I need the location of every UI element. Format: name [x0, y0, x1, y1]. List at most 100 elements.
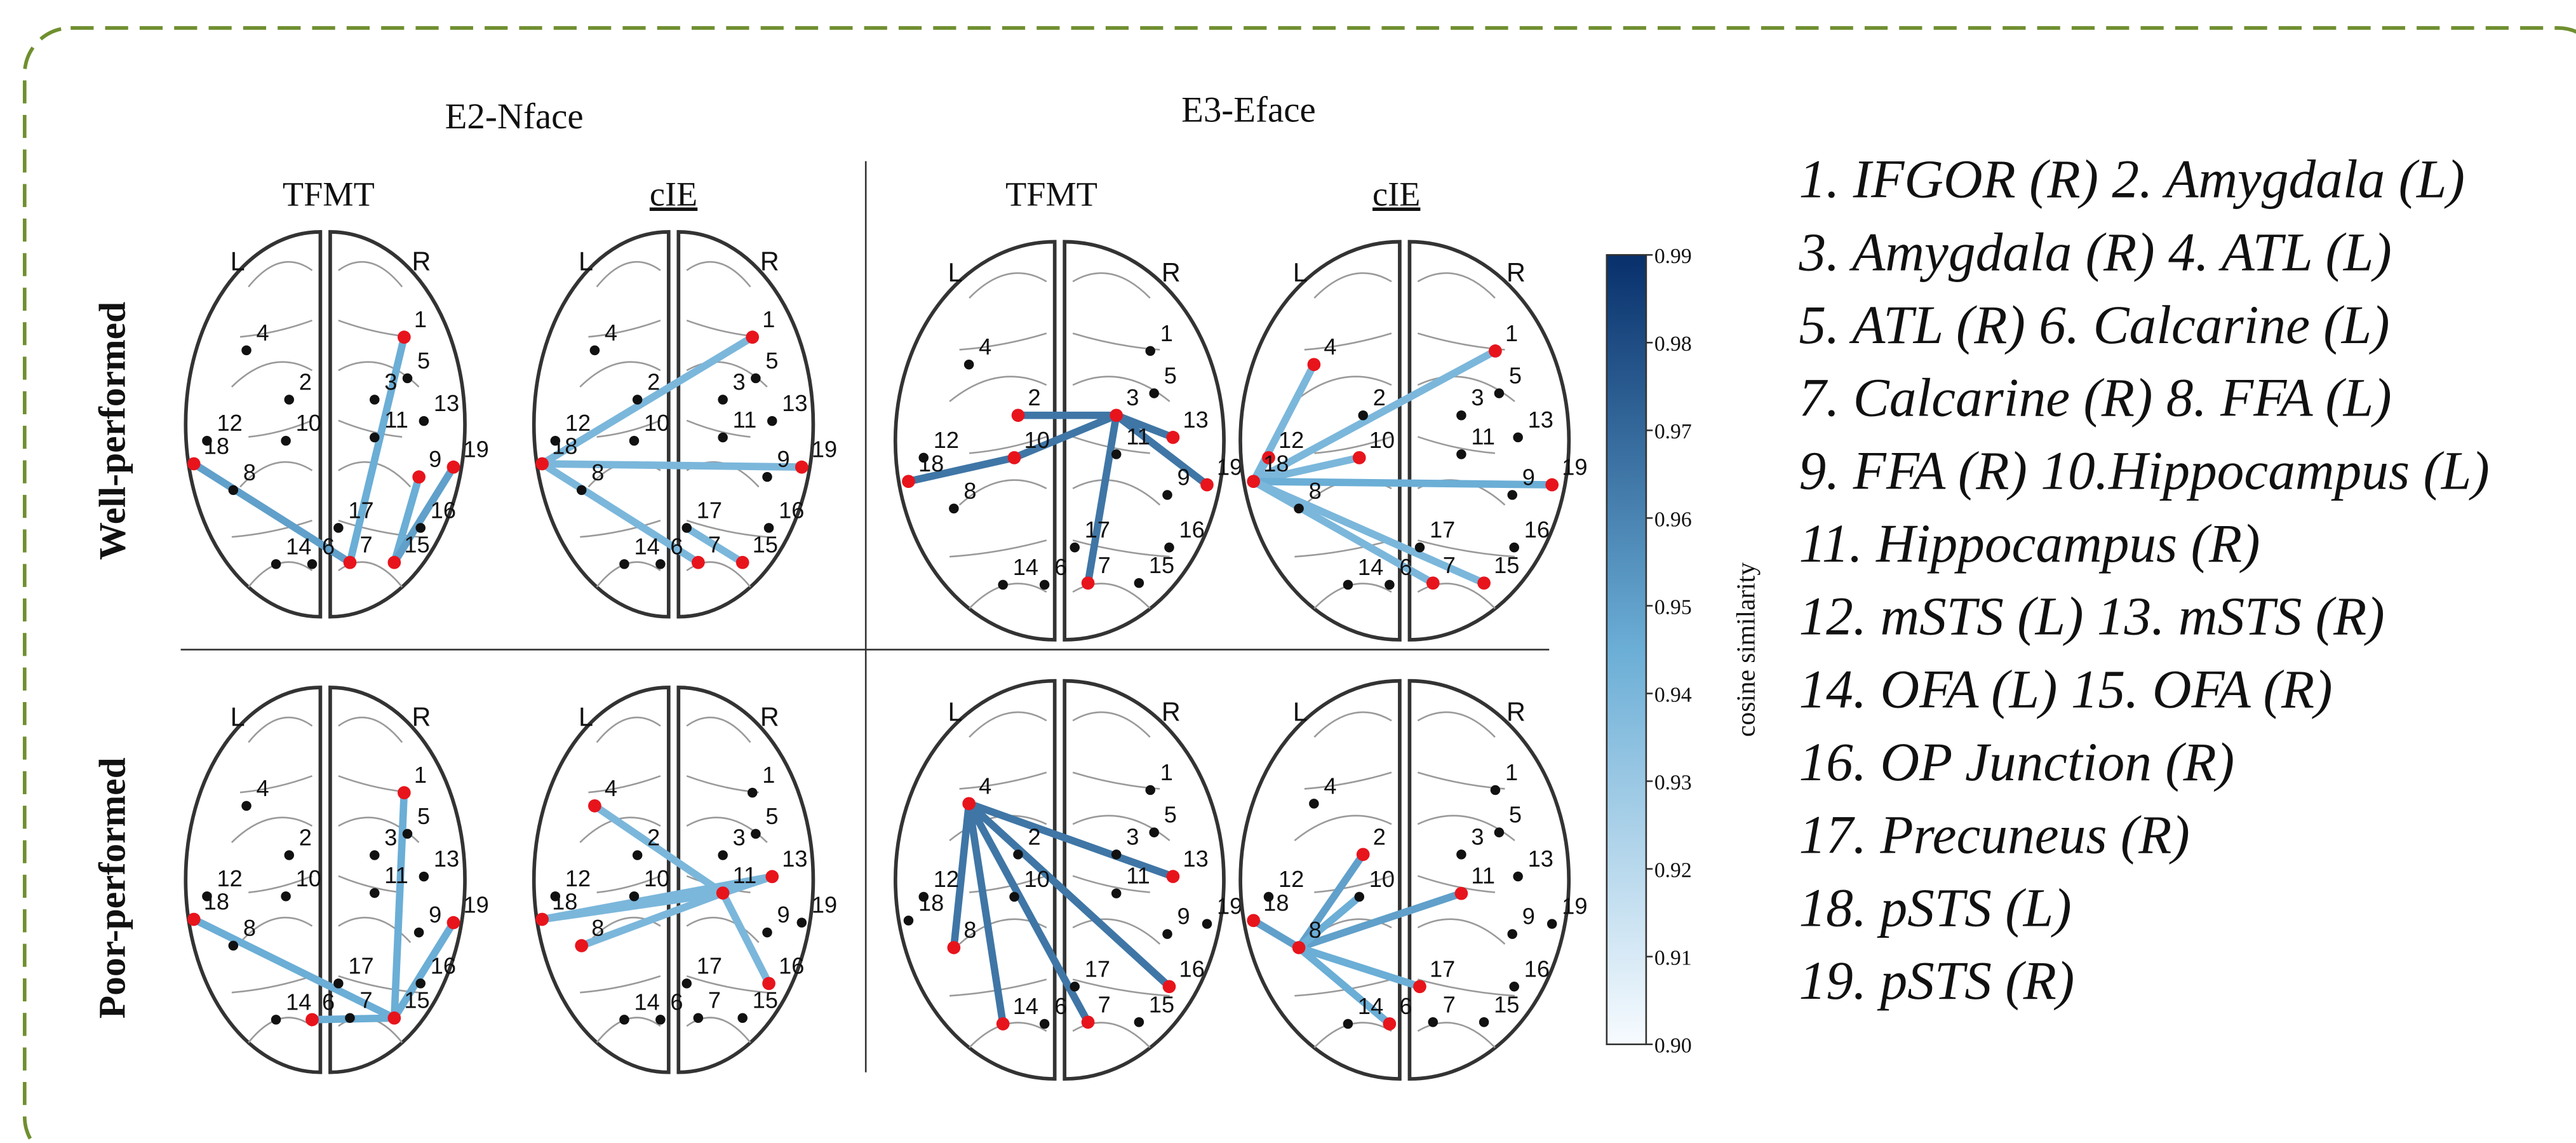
node: [1456, 410, 1466, 421]
node: [751, 829, 761, 839]
node: [1456, 449, 1466, 459]
node-label: 18: [1263, 450, 1289, 477]
node-label: 17: [697, 497, 722, 523]
colorbar-tick-label: 0.90: [1654, 1034, 1692, 1058]
node-label: 1: [762, 306, 775, 332]
node: [903, 916, 914, 926]
node: [1456, 849, 1466, 860]
gyrus: [1072, 1022, 1151, 1048]
node-label: 2: [1028, 384, 1041, 410]
node: [413, 927, 424, 938]
node: [550, 435, 561, 446]
node: [535, 457, 549, 471]
node: [1162, 980, 1176, 994]
column-title: cIE: [650, 175, 697, 213]
colorbar-tick-label: 0.98: [1654, 332, 1692, 356]
node: [415, 523, 426, 533]
node-label: 19: [463, 436, 488, 463]
node: [333, 978, 344, 989]
gyrus: [596, 717, 661, 743]
connection: [904, 454, 1018, 485]
node: [1134, 1017, 1144, 1027]
row-title: Well-performed: [91, 302, 133, 560]
gyrus: [1304, 332, 1392, 351]
node-label: 16: [1524, 517, 1550, 543]
node: [1070, 982, 1080, 992]
connection: [965, 800, 1092, 1026]
node: [575, 939, 589, 952]
node-label: 4: [1324, 773, 1336, 799]
node: [619, 1015, 629, 1025]
gyrus: [231, 520, 312, 538]
node-label: 3: [1126, 384, 1139, 410]
node-label: 19: [1217, 454, 1242, 480]
hemisphere-label: R: [1506, 258, 1526, 287]
row-title: Poor-performed: [91, 757, 133, 1018]
node: [1385, 579, 1395, 590]
node: [370, 395, 380, 405]
connection: [390, 919, 457, 1022]
node-label: 19: [1562, 454, 1587, 480]
node: [187, 457, 201, 471]
node-label: 3: [384, 369, 397, 395]
node: [397, 330, 411, 344]
connection: [1295, 943, 1393, 1028]
node-label: 15: [1149, 991, 1174, 1017]
node: [1164, 542, 1174, 553]
node: [1454, 886, 1468, 900]
node: [1145, 785, 1155, 795]
gyrus: [1417, 918, 1506, 945]
legend-item: 1. IFGOR (R) 2. Amygdala (L): [1799, 150, 2464, 210]
node-label: 17: [1085, 956, 1110, 982]
node-label: 9: [429, 446, 441, 472]
node-label: 13: [434, 846, 459, 872]
legend-item: 5. ATL (R) 6. Calcarine (L): [1799, 295, 2389, 355]
connection: [1295, 893, 1364, 952]
gyrus: [1417, 583, 1496, 609]
gyrus: [1417, 272, 1496, 299]
gyrus: [958, 479, 1047, 506]
node: [370, 850, 380, 860]
node: [241, 345, 252, 356]
node-label: 9: [777, 446, 790, 472]
gyrus: [338, 261, 403, 288]
node: [1263, 891, 1274, 902]
node-label: 15: [1494, 552, 1519, 578]
node: [996, 1017, 1010, 1031]
gyrus: [1314, 436, 1392, 454]
node: [1426, 576, 1440, 590]
node: [281, 891, 291, 902]
node: [281, 435, 291, 446]
node-label: 8: [591, 915, 604, 941]
gyrus: [1417, 436, 1496, 454]
node-label: 14: [634, 989, 659, 1015]
node-label: 11: [1471, 863, 1495, 889]
node: [796, 917, 807, 928]
node: [681, 523, 692, 533]
node: [446, 460, 460, 474]
node-label: 17: [1085, 517, 1110, 543]
connection: [390, 788, 408, 1022]
node-label: 12: [1278, 427, 1304, 453]
node: [1507, 929, 1517, 939]
legend-item: 11. Hippocampus (R): [1799, 514, 2260, 574]
node-label: 3: [384, 824, 397, 850]
connection: [1084, 411, 1120, 587]
node: [241, 801, 252, 811]
node-label: 1: [1160, 320, 1173, 346]
node: [1428, 1017, 1439, 1027]
node: [1509, 542, 1519, 553]
node-label: 14: [1358, 554, 1383, 580]
node: [1494, 388, 1505, 398]
node: [947, 941, 961, 954]
node: [1545, 478, 1559, 492]
node-label: 11: [1126, 863, 1150, 889]
node: [1011, 409, 1025, 423]
node: [412, 470, 426, 484]
node: [1200, 478, 1214, 492]
node-label: 15: [1494, 991, 1519, 1017]
node-label: 8: [1309, 917, 1322, 943]
node: [402, 373, 413, 384]
